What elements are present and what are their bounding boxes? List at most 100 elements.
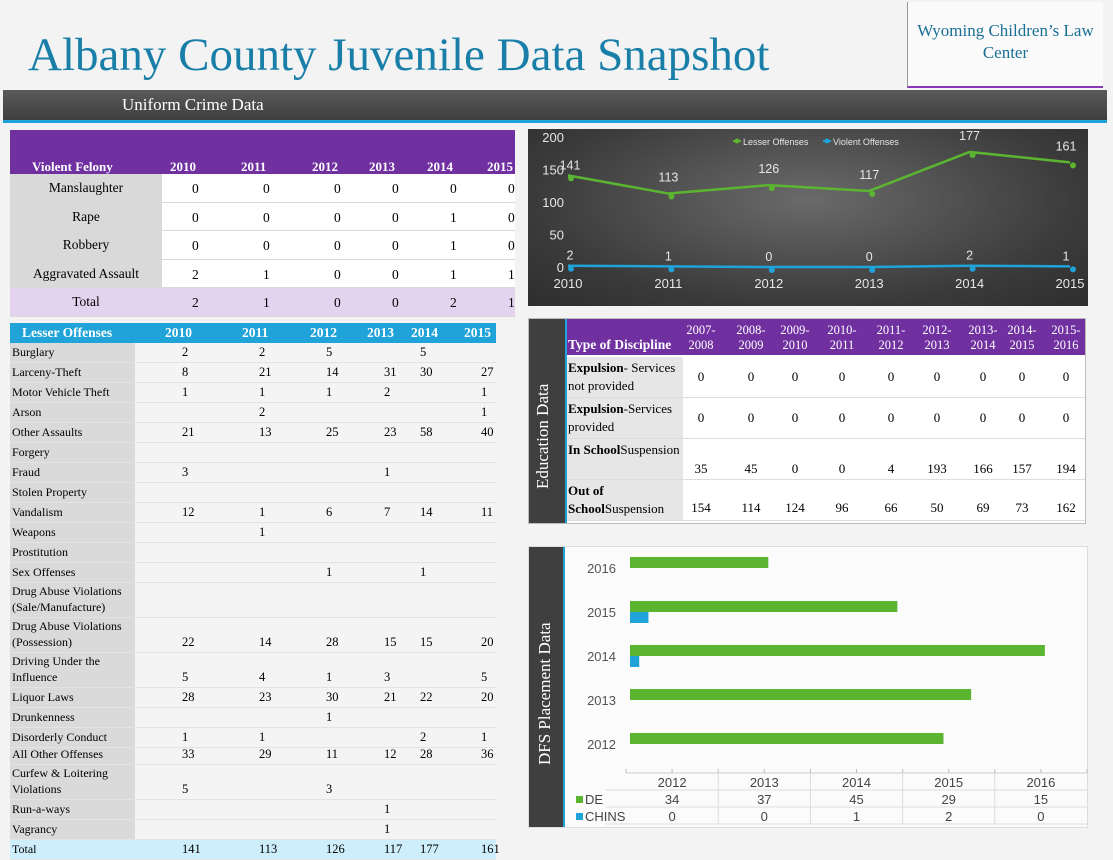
education-cell: 96: [835, 500, 849, 515]
education-year-header: 2011- 2012: [871, 323, 911, 353]
lesser-row-label: Sex Offenses: [10, 563, 135, 582]
lesser-row: Drug Abuse Violations (Sale/Manufacture): [10, 583, 496, 618]
lesser-row: Stolen Property: [10, 483, 496, 503]
education-panel: Education Data Type of Discipline 2007- 20…: [528, 318, 1086, 524]
lesser-row-label-text: Drunkenness: [12, 710, 75, 724]
lesser-year: 2014: [411, 325, 438, 340]
education-year-top: 2009-: [780, 323, 810, 337]
education-cell: 69: [976, 500, 990, 515]
violent-cell: 0: [192, 238, 199, 253]
education-year-top: 2015-: [1051, 323, 1081, 337]
lesser-row-label-text: Weapons: [12, 525, 56, 539]
lesser-row-label-text: Forgery: [12, 445, 50, 459]
education-cell: 73: [1015, 500, 1029, 515]
lesser-cell: 20: [481, 690, 494, 704]
series-line: [567, 264, 1071, 269]
line-x-tick: 2015: [1056, 276, 1085, 291]
lesser-cell: 6: [326, 505, 333, 519]
lesser-cell: 15: [384, 635, 397, 649]
lesser-row: Sex Offenses 1 1: [10, 563, 496, 583]
lesser-row-label: Driving Under the Influence: [10, 653, 135, 687]
lesser-cell: 1: [384, 822, 391, 836]
table-value: 15: [1034, 792, 1048, 807]
education-cell: 0: [979, 369, 987, 384]
violent-cell: 1: [263, 295, 270, 310]
legend-key: [576, 796, 583, 803]
violent-row: Rape 0 0 0 0 1 0: [10, 202, 515, 231]
data-label: 0: [866, 250, 873, 264]
lesser-row-label: Fraud: [10, 463, 135, 482]
lesser-total-row: Total 141 113 126 117 177 161: [10, 840, 500, 860]
lesser-cell: 30: [326, 690, 339, 704]
lesser-row-label-text: Larceny-Theft: [12, 365, 82, 379]
lesser-cell: 1: [182, 385, 189, 399]
lesser-cell: 25: [326, 425, 339, 439]
line-legend: Lesser Offenses Violent Offenses: [733, 137, 899, 147]
banner-label: Uniform Crime Data: [122, 95, 264, 114]
table-value: 0: [668, 809, 675, 824]
series-point: [869, 190, 876, 197]
lesser-row-label-text: Vagrancy: [12, 822, 58, 836]
violent-year: 2013: [369, 159, 395, 174]
bar-category-label: 2016: [587, 561, 616, 576]
lesser-row-label: Total: [10, 840, 135, 859]
data-label: 1: [665, 249, 672, 263]
education-year-bottom: 2015: [1009, 338, 1035, 352]
lesser-cell: 141: [182, 842, 201, 856]
lesser-row-label: Vagrancy: [10, 820, 135, 839]
education-year-bottom: 2013: [924, 338, 950, 352]
lesser-row: Drunkenness 1: [10, 708, 496, 728]
education-cell: 0: [838, 410, 846, 425]
lesser-row-label-text: Other Assaults: [12, 425, 83, 439]
lesser-row: Larceny-Theft 8 21 14 31 30 27: [10, 363, 496, 383]
lesser-row-label-text: Burglary: [12, 345, 55, 359]
violent-cell: 1: [450, 238, 457, 253]
lesser-cell: 30: [420, 365, 433, 379]
data-label: 117: [859, 168, 879, 182]
legend-marker: [734, 138, 740, 144]
lesser-row: Forgery: [10, 443, 496, 463]
bar-de: [630, 733, 944, 744]
violent-cell: 0: [192, 209, 199, 225]
lesser-cell: 3: [182, 465, 189, 479]
lesser-cell: 13: [259, 425, 272, 439]
education-header-label: Type of Discipline: [568, 337, 672, 352]
lesser-cell: 27: [481, 365, 494, 379]
lesser-cell: 8: [182, 365, 189, 379]
org-name: Wyoming Children’s Law Center: [907, 2, 1103, 88]
education-cell: 0: [697, 410, 705, 425]
violent-row: Aggravated Assault 2 1 0 0 1 1: [10, 259, 515, 288]
education-cell: 0: [887, 369, 895, 384]
lesser-row: Burglary 2 2 5 5: [10, 343, 496, 363]
education-cell: 66: [884, 500, 898, 515]
lesser-cell: 23: [384, 425, 397, 439]
lesser-row-label-text: Total: [12, 842, 37, 856]
education-year-top: 2011-: [876, 323, 906, 337]
lesser-row-label-text: Liquor Laws: [12, 690, 74, 704]
violent-cell: 0: [334, 295, 341, 310]
lesser-year: 2012: [310, 325, 337, 340]
education-cell: 124: [785, 500, 805, 515]
violent-cell: 0: [334, 181, 341, 196]
education-label-bold: Out of School: [568, 483, 605, 516]
lesser-cell: 14: [326, 365, 339, 379]
lesser-cell: 1: [420, 565, 427, 579]
violent-row-label: Total: [10, 288, 162, 316]
line-y-tick: 150: [542, 163, 564, 178]
line-y-tick: 50: [550, 228, 564, 243]
table-header: 2015: [934, 775, 963, 790]
section-banner: Uniform Crime Data: [3, 90, 1107, 123]
education-cell: 0: [933, 410, 941, 425]
lesser-row-label-text: All Other Offenses: [12, 747, 104, 761]
lesser-cell: 33: [182, 747, 195, 761]
lesser-cell: 1: [384, 802, 391, 816]
lesser-row-label-text: Prostitution: [12, 545, 69, 559]
violent-header: Violent Felony 2010 2011 2012 2013 2014 2015: [10, 130, 515, 174]
lesser-row: Vagrancy 1: [10, 820, 496, 840]
line-x-tick: 2010: [554, 276, 583, 291]
lesser-row: Drug Abuse Violations (Possession) 22 14 28…: [10, 618, 496, 653]
lesser-cell: 29: [259, 747, 272, 761]
lesser-cell: 2: [259, 345, 266, 359]
lesser-cell: 1: [384, 465, 391, 479]
violent-row-label: Manslaughter: [10, 174, 162, 202]
